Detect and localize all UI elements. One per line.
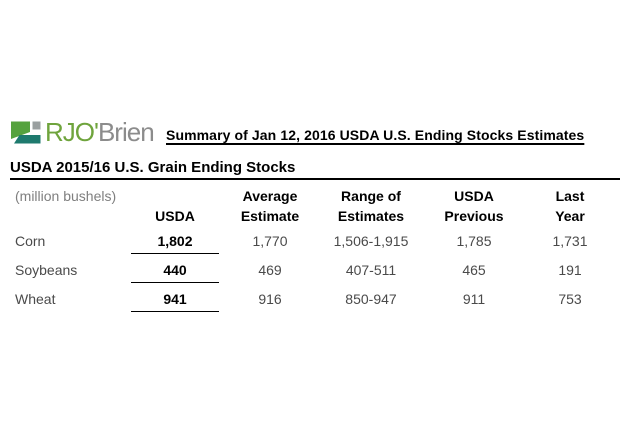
- last-year-cell: 753: [558, 291, 582, 307]
- col-header-last-year: Last Year: [555, 188, 585, 224]
- table-header-row: (million bushels) USDA Average Estimate …: [10, 186, 616, 226]
- range-of-estimates-cell: 850-947: [345, 291, 397, 307]
- usda-value-cell: 440: [128, 258, 222, 287]
- usda-previous-cell: 465: [462, 262, 486, 278]
- range-of-estimates-cell: 407-511: [345, 262, 397, 278]
- logo-gray-square: [32, 121, 41, 130]
- col-header-usda-previous: USDA Previous: [444, 188, 504, 224]
- usda-previous-cell: 911: [462, 291, 486, 307]
- average-estimate-cell: 916: [258, 291, 282, 307]
- table-body: Corn 1,802 1,770 1,506-1,915 1,785 1,731…: [10, 229, 616, 316]
- unit-label: (million bushels): [15, 188, 117, 204]
- rjo-flag-mark-icon: [11, 121, 41, 144]
- range-of-estimates-cell: 1,506-1,915: [333, 233, 409, 249]
- usda-value: 1,802: [131, 233, 219, 254]
- usda-value: 440: [131, 262, 219, 283]
- col-header-range-of-estimates: Range of Estimates: [337, 188, 405, 224]
- last-year-cell: 1,731: [552, 233, 588, 249]
- row-label: Corn: [15, 233, 46, 249]
- col-header-usda: USDA: [155, 208, 195, 224]
- section-heading: USDA 2015/16 U.S. Grain Ending Stocks: [10, 159, 296, 176]
- ending-stocks-table: (million bushels) USDA Average Estimate …: [10, 186, 616, 316]
- row-label: Soybeans: [15, 262, 78, 278]
- table-row-corn: Corn 1,802 1,770 1,506-1,915 1,785 1,731: [10, 229, 616, 258]
- col-header-average-estimate: Average Estimate: [240, 188, 300, 224]
- row-label: Wheat: [15, 291, 56, 307]
- usda-value: 941: [131, 291, 219, 312]
- logo-text-green: RJO': [45, 117, 99, 147]
- average-estimate-cell: 1,770: [252, 233, 288, 249]
- logo-green-shape: [11, 121, 30, 139]
- rjobrien-logo: RJO'Brien: [11, 117, 155, 147]
- average-estimate-cell: 469: [258, 262, 282, 278]
- usda-value-cell: 941: [128, 287, 222, 316]
- report-title: Summary of Jan 12, 2016 USDA U.S. Ending…: [166, 127, 585, 143]
- usda-value-cell: 1,802: [128, 229, 222, 258]
- logo-text-gray: Brien: [97, 117, 155, 147]
- table-row-soybeans: Soybeans 440 469 407-511 465 191: [10, 258, 616, 287]
- last-year-cell: 191: [558, 262, 582, 278]
- usda-previous-cell: 1,785: [456, 233, 492, 249]
- table-row-wheat: Wheat 941 916 850-947 911 753: [10, 287, 616, 316]
- section-divider: [10, 178, 620, 180]
- logo-wordmark: RJO'Brien: [45, 117, 155, 147]
- logo-teal-band: [14, 135, 41, 144]
